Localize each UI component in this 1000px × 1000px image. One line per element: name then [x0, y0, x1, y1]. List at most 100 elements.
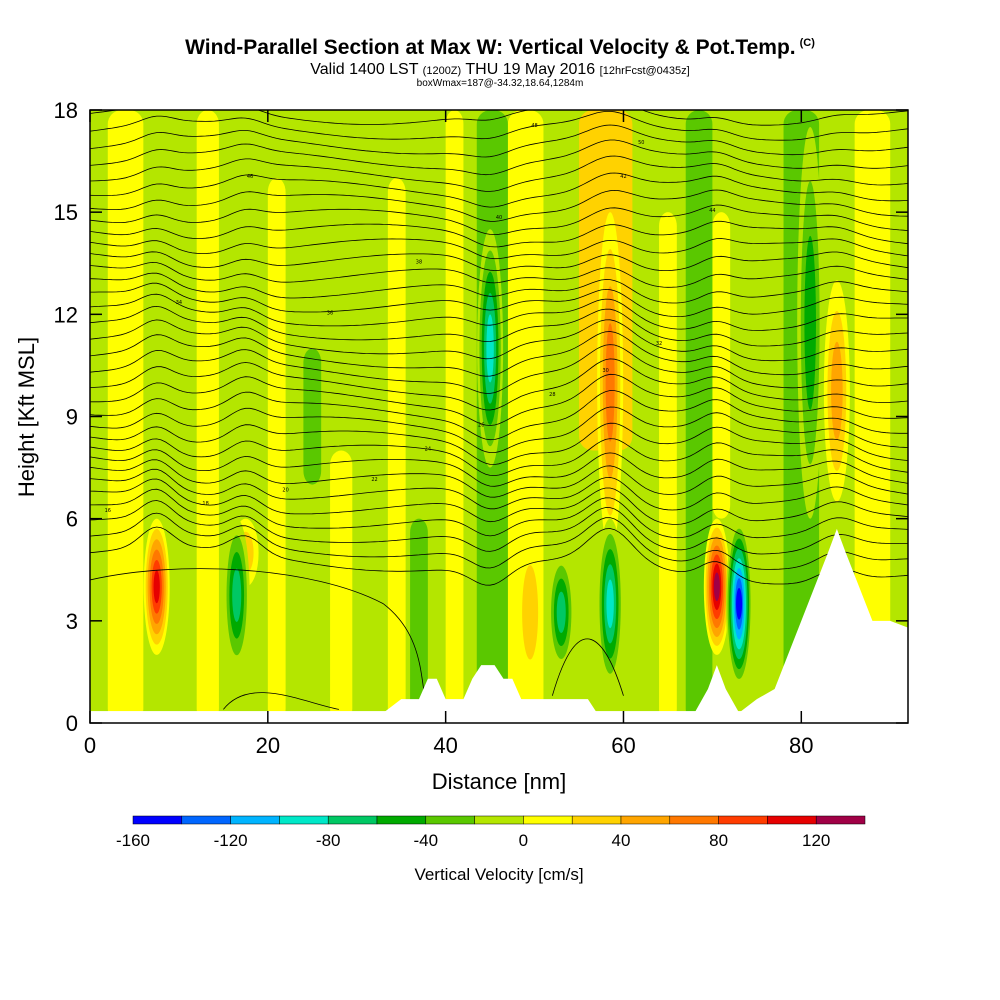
velocity-band [712, 212, 731, 519]
isentrope-line [90, 478, 908, 525]
isentrope-line [90, 331, 908, 377]
valid-time: Valid 1400 LST [310, 61, 419, 78]
downdraft-cell [223, 518, 250, 672]
downdraft-cell-level [556, 591, 566, 634]
colorbar-swatch [327, 815, 378, 825]
utc-time: (1200Z) [422, 65, 462, 77]
isentrope-line [90, 110, 908, 126]
colorbar-tick-label: 120 [802, 831, 830, 850]
isentrope-line [90, 319, 908, 362]
isentrope-line [90, 449, 908, 487]
isentrope-line [90, 422, 908, 465]
downdraft-cell-level [736, 587, 743, 620]
x-tick-label: 40 [433, 733, 457, 758]
y-tick-label: 9 [66, 405, 78, 430]
isentrope-line [90, 344, 908, 394]
colorbar-swatch [376, 815, 427, 825]
y-tick-label: 6 [66, 507, 78, 532]
surface-mask [90, 711, 908, 723]
y-tick-label: 15 [54, 200, 78, 225]
isentrope-line [90, 526, 908, 586]
isentrope-label: 50 [638, 140, 644, 146]
updraft-cell [703, 518, 730, 655]
isentrope-line [90, 358, 908, 411]
velocity-band [267, 178, 286, 723]
isentrope-line [90, 568, 429, 707]
isentrope-label: 22 [371, 477, 377, 483]
x-tick-label: 20 [256, 733, 280, 758]
velocity-band [387, 178, 406, 723]
downdraft-cell [726, 518, 753, 689]
isentrope-label: 26 [478, 423, 484, 429]
x-axis-title: Distance [nm] [432, 769, 567, 794]
plot-area: 16 18 20 22 24 26 28 30 32 34 36 38 40 42 44 46 48 50 [90, 110, 908, 723]
velocity-band [659, 212, 677, 723]
isentrope-line [90, 406, 908, 453]
valid-date: THU 19 May 2016 [465, 61, 596, 78]
isentrope-label: 42 [620, 174, 626, 180]
isentrope-label: 18 [202, 501, 208, 507]
y-tick-label: 0 [66, 711, 78, 736]
updraft-cell [517, 535, 544, 689]
colorbar-swatch [571, 815, 622, 825]
colorbar-swatch [181, 815, 231, 825]
colorbar-swatch [669, 815, 719, 825]
colorbar-tick-label: 40 [612, 831, 631, 850]
isentrope-line [90, 261, 908, 288]
colorbar-swatch [815, 815, 866, 825]
isentrope-label: 40 [496, 215, 502, 221]
isentrope-line [90, 293, 908, 331]
isentrope-label: 46 [247, 174, 253, 180]
isentrope-line [90, 500, 908, 555]
isentrope-label: 38 [416, 259, 422, 265]
y-tick-label: 12 [54, 302, 78, 327]
downdraft-cell-level [232, 568, 242, 622]
colorbar-title: Vertical Velocity [cm/s] [414, 865, 583, 884]
colorbar-tick-label: -160 [116, 831, 150, 850]
isentrope-line [90, 373, 908, 426]
velocity-band [196, 110, 219, 723]
isentrope-label: 30 [603, 368, 609, 374]
isentrope-line [90, 189, 908, 222]
isentrope-line [90, 305, 908, 347]
colorbar-swatch [523, 815, 573, 825]
colorbar: -160 -120 -80 -40 0 40 80 120 [116, 815, 866, 850]
isentrope-line [90, 139, 908, 176]
velocity-band [410, 518, 428, 723]
colorbar-swatch [279, 815, 329, 825]
copyright-mark: (C) [799, 37, 815, 49]
isentrope-line [90, 111, 908, 141]
y-axis-title: Height [Kft MSL] [14, 337, 39, 497]
colorbar-swatch [718, 815, 768, 825]
y-tick-label: 18 [54, 98, 78, 123]
downdraft-cell-level [486, 314, 494, 383]
y-tick-label: 3 [66, 609, 78, 634]
isentrope-label: 16 [105, 508, 111, 514]
isentrope-line [90, 155, 908, 192]
isentrope-label: 48 [531, 123, 537, 129]
isentrope-line [90, 512, 908, 570]
downdraft-cell [548, 552, 575, 672]
forecast-info: [12hrFcst@0435z] [599, 65, 690, 77]
colorbar-swatch [620, 815, 671, 825]
updraft-cell [823, 280, 850, 502]
chart-title: Wind-Parallel Section at Max W: Vertical… [0, 36, 1000, 60]
isentrope-label: 32 [656, 341, 662, 347]
isentrope-label: 28 [549, 392, 555, 398]
isentrope-line [327, 110, 757, 111]
updraft-cell-level [522, 565, 539, 660]
colorbar-swatch [767, 815, 817, 825]
x-tick-label: 80 [789, 733, 813, 758]
isentrope-line [90, 468, 908, 511]
isentrope-label: 36 [327, 310, 333, 316]
colorbar-swatch [425, 815, 475, 825]
isentrope-line [90, 459, 908, 498]
colorbar-swatch [230, 815, 280, 825]
isentrope-line [90, 272, 908, 304]
colorbar-tick-label: -80 [316, 831, 341, 850]
isentrope-line [90, 251, 908, 271]
chart-subtitle: Valid 1400 LST (1200Z) THU 19 May 2016 [… [0, 61, 1000, 79]
isentrope-label: 34 [176, 300, 182, 306]
x-tick-label: 60 [611, 733, 635, 758]
